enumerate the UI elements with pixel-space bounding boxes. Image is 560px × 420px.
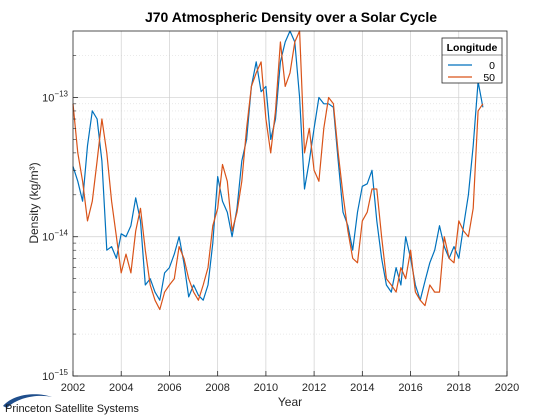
- footer-text: Princeton Satellite Systems: [5, 403, 139, 415]
- chart-title: J70 Atmospheric Density over a Solar Cyc…: [145, 9, 437, 25]
- x-tick-label: 2006: [157, 382, 181, 394]
- legend-box: [441, 37, 503, 84]
- footer-logo: Princeton Satellite Systems: [3, 394, 139, 415]
- legend-title: Longitude: [447, 42, 498, 54]
- x-tick-label: 2010: [254, 382, 278, 394]
- legend-entry-0: 0: [489, 60, 495, 72]
- x-tick-label: 2020: [495, 382, 519, 394]
- legend-entry-1: 50: [483, 72, 495, 84]
- x-tick-label: 2014: [350, 382, 374, 394]
- x-tick-label: 2018: [447, 382, 471, 394]
- y-tick-label: 10−15: [42, 368, 68, 383]
- axis-ticks: [72, 55, 508, 377]
- x-axis-label: Year: [278, 395, 302, 409]
- x-tick-label: 2016: [398, 382, 422, 394]
- y-tick-label: 10−14: [42, 229, 68, 244]
- y-axis-label: Density (kg/m³): [27, 162, 41, 243]
- y-tick-label: 10−13: [42, 89, 68, 104]
- x-tick-label: 2012: [302, 382, 326, 394]
- x-tick-label: 2008: [205, 382, 229, 394]
- plot-area: [72, 30, 508, 377]
- x-tick-label: 2002: [61, 382, 85, 394]
- x-tick-labels: 2002 2004 2006 2008 2010 2012 2014 2016 2018 2020: [61, 382, 519, 394]
- series-layer: [72, 30, 484, 311]
- orbit-swoosh-icon: [3, 394, 52, 408]
- axes-box: [72, 30, 508, 377]
- legend: Longitude 0 50: [441, 37, 503, 84]
- x-tick-label: 2004: [109, 382, 133, 394]
- y-tick-labels: 10−15 10−14 10−13: [42, 89, 68, 383]
- series-line-50: [72, 30, 484, 311]
- plot-background: [73, 31, 507, 376]
